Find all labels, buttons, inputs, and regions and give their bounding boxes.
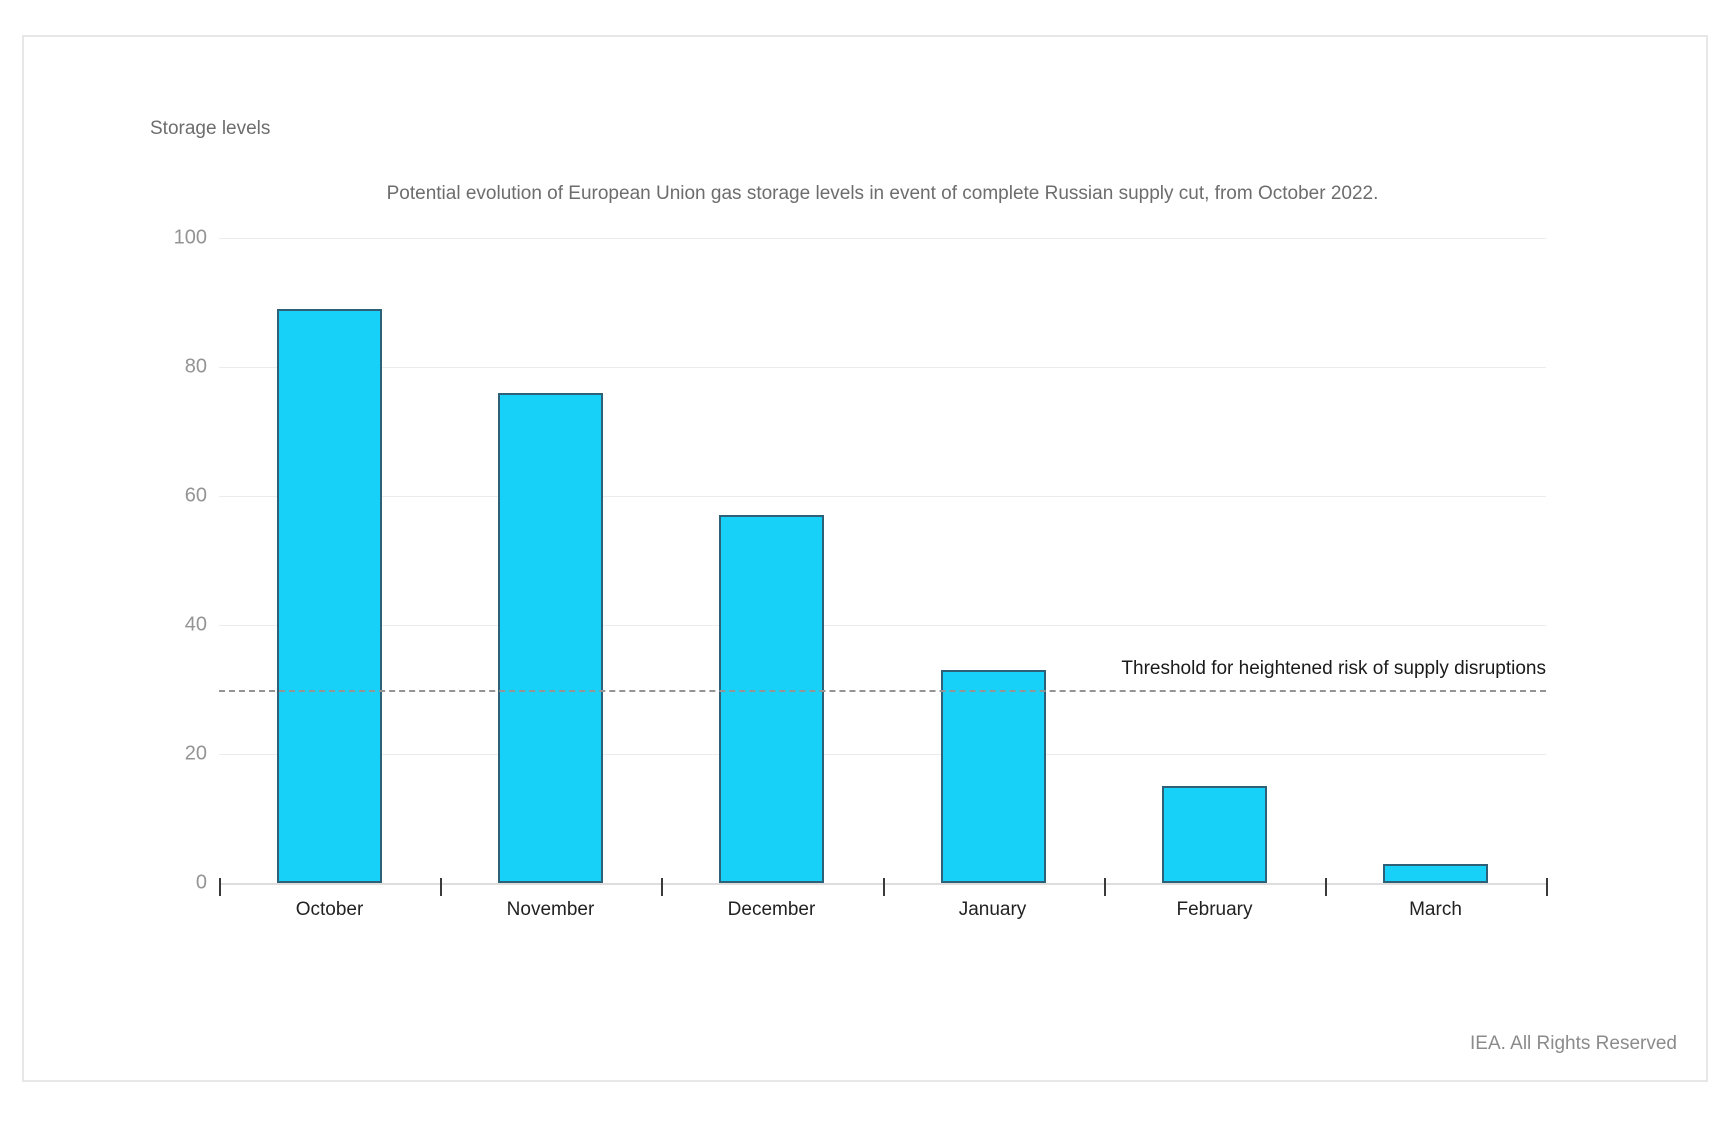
x-axis-tick bbox=[661, 878, 663, 896]
y-tick-label: 100 bbox=[173, 226, 207, 249]
x-axis-tick bbox=[1546, 878, 1548, 896]
x-tick-label: January bbox=[958, 899, 1027, 920]
y-tick-label: 0 bbox=[195, 871, 207, 894]
x-tick-label: March bbox=[1409, 899, 1462, 920]
threshold-annotation: Threshold for heightened risk of supply … bbox=[1121, 658, 1546, 679]
y-tick-label: 20 bbox=[184, 742, 207, 765]
y-tick-label: 80 bbox=[184, 355, 207, 378]
y-gridline bbox=[219, 625, 1546, 626]
y-gridline bbox=[219, 367, 1546, 368]
threshold-line bbox=[219, 690, 1546, 692]
y-gridline bbox=[219, 496, 1546, 497]
bar-december[interactable] bbox=[719, 515, 824, 883]
x-tick-label: October bbox=[295, 899, 364, 920]
copyright-credit: IEA. All Rights Reserved bbox=[1470, 1033, 1677, 1054]
x-tick-label: February bbox=[1176, 899, 1253, 920]
bar-january[interactable] bbox=[941, 670, 1046, 883]
x-axis-line bbox=[219, 883, 1546, 885]
bar-october[interactable] bbox=[277, 309, 382, 883]
x-axis-tick bbox=[1325, 878, 1327, 896]
y-tick-label: 40 bbox=[184, 613, 207, 636]
y-tick-label: 60 bbox=[184, 484, 207, 507]
x-tick-label: November bbox=[506, 899, 595, 920]
y-gridline bbox=[219, 754, 1546, 755]
bar-february[interactable] bbox=[1162, 786, 1267, 883]
x-axis-tick bbox=[440, 878, 442, 896]
bar-november[interactable] bbox=[498, 393, 603, 883]
y-axis-title: Storage levels bbox=[150, 118, 271, 139]
x-axis-tick bbox=[1104, 878, 1106, 896]
x-tick-label: December bbox=[727, 899, 816, 920]
x-axis-tick bbox=[219, 878, 221, 896]
bar-march[interactable] bbox=[1383, 864, 1488, 883]
x-axis-tick bbox=[883, 878, 885, 896]
chart-title: Potential evolution of European Union ga… bbox=[386, 183, 1379, 204]
y-gridline bbox=[219, 238, 1546, 239]
